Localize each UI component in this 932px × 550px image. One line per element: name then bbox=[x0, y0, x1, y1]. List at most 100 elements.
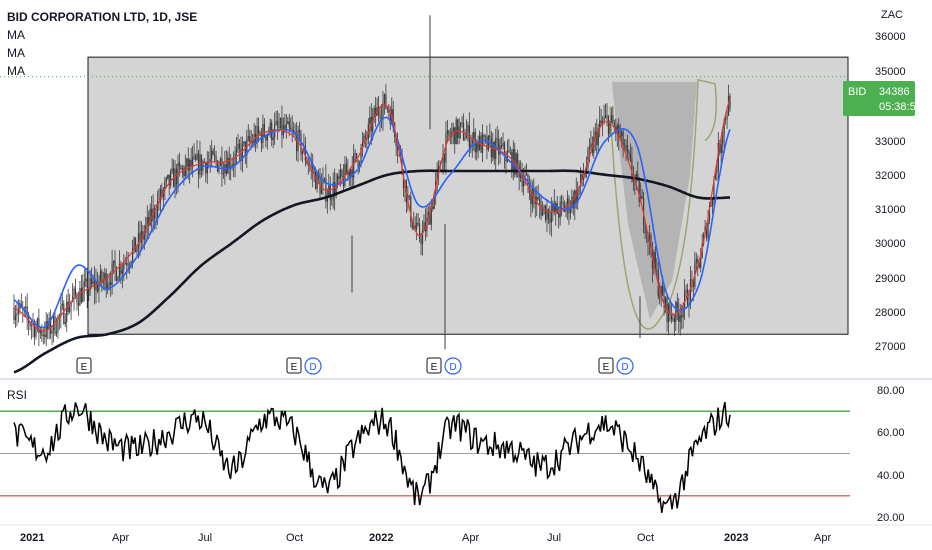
candle[interactable] bbox=[465, 119, 468, 139]
candle[interactable] bbox=[509, 146, 511, 156]
candle[interactable] bbox=[420, 232, 422, 256]
candle[interactable] bbox=[454, 126, 456, 154]
candle[interactable] bbox=[610, 107, 612, 123]
candle[interactable] bbox=[16, 302, 18, 327]
candle[interactable] bbox=[722, 129, 724, 154]
candle[interactable] bbox=[243, 140, 245, 147]
candle[interactable] bbox=[350, 167, 352, 189]
candle[interactable] bbox=[183, 164, 185, 186]
candle[interactable] bbox=[612, 106, 614, 124]
candle[interactable] bbox=[240, 136, 242, 171]
candle[interactable] bbox=[577, 181, 579, 210]
rsi-line[interactable] bbox=[13, 401, 731, 513]
candle[interactable] bbox=[522, 167, 525, 196]
candle[interactable] bbox=[66, 294, 68, 332]
candle[interactable] bbox=[26, 293, 28, 330]
candle[interactable] bbox=[126, 251, 128, 280]
candle[interactable] bbox=[616, 122, 618, 147]
rsi-title[interactable]: RSI bbox=[7, 388, 28, 402]
candle[interactable] bbox=[80, 274, 82, 304]
candle[interactable] bbox=[656, 258, 658, 277]
candle[interactable] bbox=[587, 146, 589, 172]
candle[interactable] bbox=[487, 135, 490, 152]
indicator-ma-3[interactable]: MA bbox=[7, 64, 25, 78]
ma-mid-line[interactable] bbox=[13, 116, 731, 329]
candle[interactable] bbox=[64, 312, 66, 328]
candle[interactable] bbox=[249, 129, 251, 148]
candle[interactable] bbox=[498, 129, 500, 166]
candle[interactable] bbox=[167, 174, 169, 180]
candle[interactable] bbox=[345, 156, 347, 175]
candle[interactable] bbox=[295, 122, 298, 161]
candle[interactable] bbox=[196, 139, 198, 161]
candle[interactable] bbox=[187, 147, 189, 180]
candle[interactable] bbox=[603, 104, 605, 125]
earnings-badge[interactable] bbox=[286, 357, 302, 374]
candle[interactable] bbox=[213, 145, 216, 163]
candle[interactable] bbox=[622, 128, 624, 158]
candle[interactable] bbox=[288, 113, 290, 137]
candle[interactable] bbox=[77, 291, 80, 316]
candle[interactable] bbox=[117, 276, 119, 281]
candle[interactable] bbox=[446, 120, 449, 143]
candle[interactable] bbox=[329, 176, 331, 211]
candle[interactable] bbox=[410, 191, 412, 228]
candle[interactable] bbox=[467, 121, 469, 142]
candle[interactable] bbox=[675, 300, 677, 331]
candle[interactable] bbox=[334, 168, 336, 211]
candle[interactable] bbox=[626, 134, 629, 160]
candle[interactable] bbox=[727, 84, 730, 117]
candle[interactable] bbox=[590, 130, 592, 154]
candle[interactable] bbox=[561, 194, 563, 217]
candle[interactable] bbox=[669, 300, 671, 322]
candle[interactable] bbox=[300, 129, 302, 161]
candle[interactable] bbox=[331, 195, 333, 206]
candle[interactable] bbox=[67, 288, 69, 316]
candle[interactable] bbox=[502, 132, 504, 150]
candle[interactable] bbox=[174, 160, 176, 199]
candle[interactable] bbox=[228, 146, 230, 180]
candle[interactable] bbox=[408, 194, 410, 201]
candle[interactable] bbox=[25, 296, 27, 318]
candle[interactable] bbox=[86, 268, 88, 309]
candle[interactable] bbox=[312, 153, 314, 188]
candle[interactable] bbox=[508, 138, 510, 153]
candle[interactable] bbox=[568, 194, 570, 225]
candle[interactable] bbox=[629, 143, 632, 163]
cup-pattern-curve[interactable] bbox=[609, 78, 717, 330]
indicator-ma-1[interactable]: MA bbox=[7, 28, 25, 42]
candle[interactable] bbox=[379, 106, 381, 133]
ma-slow-line[interactable] bbox=[13, 169, 730, 374]
candle[interactable] bbox=[105, 268, 107, 298]
candle[interactable] bbox=[319, 168, 321, 199]
candle[interactable] bbox=[222, 162, 224, 179]
candle[interactable] bbox=[136, 246, 138, 256]
candle[interactable] bbox=[698, 261, 700, 269]
price-axis[interactable]: ZAC 36000 35000 33000 32000 31000 30000 … bbox=[875, 9, 906, 353]
candle[interactable] bbox=[618, 118, 620, 151]
candle[interactable] bbox=[423, 214, 425, 231]
candle[interactable] bbox=[301, 150, 304, 163]
candle[interactable] bbox=[74, 278, 77, 300]
candle[interactable] bbox=[60, 293, 62, 329]
candle[interactable] bbox=[332, 172, 334, 209]
candle[interactable] bbox=[380, 103, 383, 129]
candle[interactable] bbox=[389, 106, 391, 131]
candle[interactable] bbox=[546, 199, 548, 233]
range-rectangle[interactable] bbox=[87, 56, 849, 335]
candle[interactable] bbox=[628, 149, 630, 161]
candle[interactable] bbox=[310, 152, 312, 180]
candle[interactable] bbox=[52, 314, 55, 343]
candle[interactable] bbox=[477, 135, 479, 159]
time-axis[interactable]: 2021 Apr Jul Oct 2022 Apr Jul Oct 2023 A… bbox=[20, 532, 831, 544]
candle[interactable] bbox=[206, 151, 208, 184]
candle[interactable] bbox=[227, 151, 229, 175]
candle[interactable] bbox=[114, 250, 116, 282]
candle[interactable] bbox=[667, 303, 670, 336]
cup-pattern-shape[interactable] bbox=[612, 81, 697, 320]
candle[interactable] bbox=[241, 136, 244, 173]
candle[interactable] bbox=[492, 132, 494, 162]
candle[interactable] bbox=[654, 246, 656, 273]
